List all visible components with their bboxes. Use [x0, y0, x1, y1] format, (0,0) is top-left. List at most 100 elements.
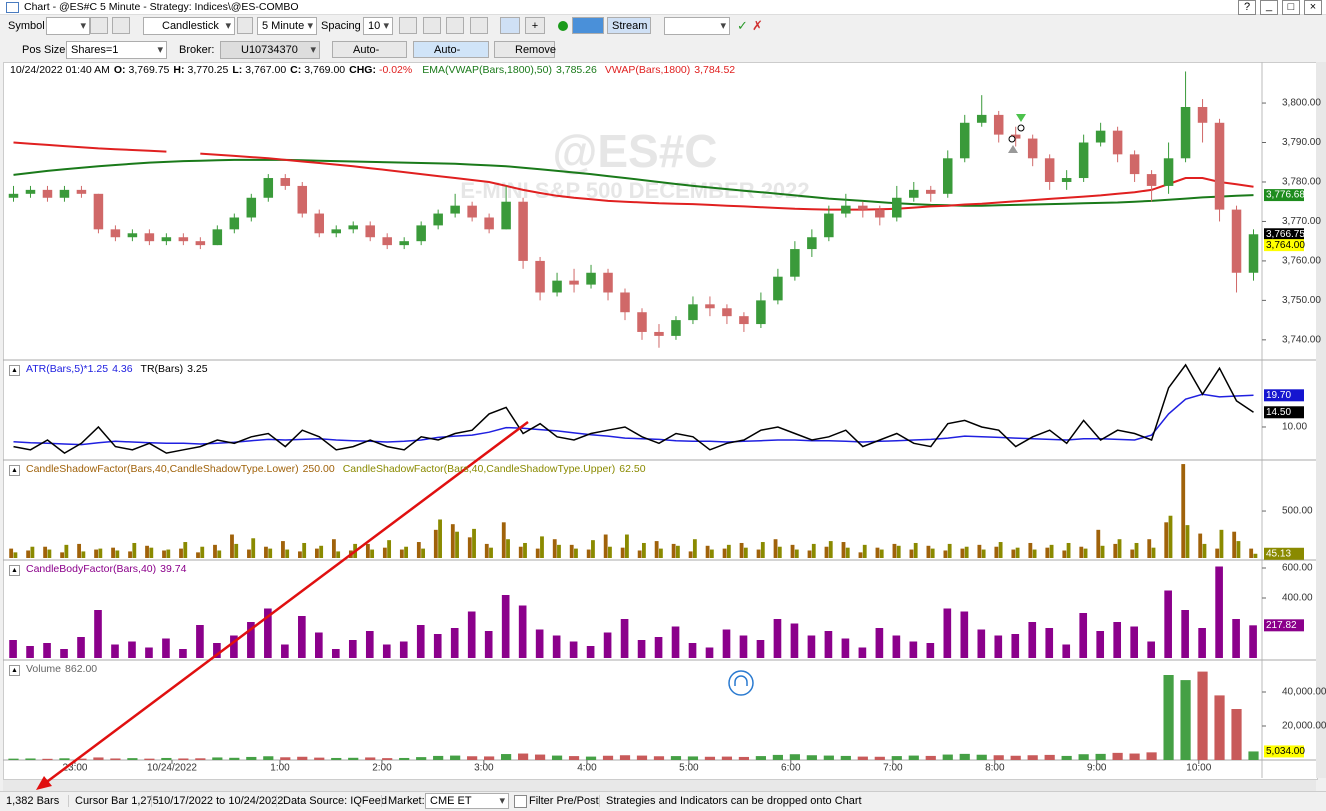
- indicator-bar: [438, 519, 442, 558]
- refresh-button[interactable]: [112, 17, 130, 34]
- broker-dropdown[interactable]: U10734370: [220, 41, 320, 59]
- close-button[interactable]: ×: [1304, 0, 1322, 15]
- collapse-button[interactable]: ▲: [9, 465, 20, 476]
- indicator-bar: [9, 640, 17, 658]
- volume-bar: [1078, 754, 1089, 760]
- minimize-button[interactable]: _: [1260, 0, 1278, 15]
- candle-body: [1146, 174, 1157, 186]
- help-button[interactable]: ?: [1238, 0, 1256, 15]
- legend-value: 62.50: [619, 463, 646, 475]
- indicator-bar: [1130, 549, 1135, 558]
- volume-bar: [772, 754, 783, 760]
- volume-bar: [891, 756, 902, 760]
- candle-body: [620, 292, 630, 313]
- indicator-bar: [1168, 515, 1173, 558]
- volume-bar: [416, 757, 427, 760]
- volume-bar: [42, 758, 53, 760]
- indicator-bar: [981, 549, 986, 558]
- volume-bar: [857, 756, 868, 760]
- indicator-bar: [450, 628, 459, 658]
- indicator-bar: [688, 551, 693, 558]
- indicator-bar: [709, 549, 714, 558]
- volume-bar: [517, 753, 529, 760]
- x-tick-label: 23:00: [62, 763, 87, 774]
- account-dropdown[interactable]: [664, 17, 730, 35]
- indicator-bar: [370, 549, 375, 558]
- indicator-bar: [162, 550, 166, 558]
- pos-size-dropdown[interactable]: Shares=1: [66, 41, 167, 59]
- indicator-bar: [1249, 548, 1254, 558]
- indicator-bar: [1181, 464, 1186, 558]
- header-field: C:: [290, 64, 302, 76]
- reject-button[interactable]: ✗: [752, 18, 763, 33]
- market-dropdown[interactable]: CME ET: [425, 793, 509, 809]
- indicator-bar: [671, 543, 676, 558]
- filter-checkbox[interactable]: [514, 795, 527, 808]
- status-bar: 1,382 Bars Cursor Bar 1,275 10/17/2022 t…: [0, 791, 1326, 811]
- spacing-input[interactable]: 10: [363, 17, 393, 35]
- indicator-bar: [671, 626, 680, 658]
- candle-body: [790, 249, 800, 277]
- indicator-bar: [892, 635, 901, 658]
- settings-button[interactable]: [237, 17, 253, 34]
- indicator-bar: [1236, 541, 1241, 558]
- indicator-bar: [1202, 543, 1207, 558]
- indicator-bar: [336, 551, 341, 558]
- symbol-input[interactable]: [46, 17, 90, 35]
- indicator-bar: [586, 549, 591, 558]
- indicator-bar: [213, 643, 221, 658]
- last-value-box: [1264, 547, 1304, 560]
- indicator-bar: [200, 546, 205, 558]
- candle-body: [841, 205, 851, 214]
- indicator-bar: [1062, 550, 1067, 558]
- add-button[interactable]: +: [525, 17, 545, 34]
- collapse-button[interactable]: ▲: [9, 365, 20, 376]
- indicator-bar: [1198, 628, 1206, 658]
- last-value-label: 5,034.00: [1266, 746, 1305, 757]
- accept-button[interactable]: ✓: [737, 18, 748, 33]
- header-field: 3,769.75: [128, 64, 170, 76]
- data-source: Data Source: IQFeed: [276, 795, 387, 807]
- support-icon[interactable]: [728, 670, 754, 696]
- indicator-bar: [1117, 539, 1122, 558]
- cursor-button[interactable]: [500, 17, 520, 34]
- collapse-button[interactable]: ▲: [9, 565, 20, 576]
- window-button[interactable]: [470, 17, 488, 34]
- volume-bar: [551, 755, 563, 760]
- camera-button[interactable]: [423, 17, 441, 34]
- interval-dropdown[interactable]: 5 Minute: [257, 17, 317, 35]
- collapse-button[interactable]: ▲: [9, 665, 20, 676]
- layout-button[interactable]: [446, 17, 464, 34]
- chart-style-dropdown[interactable]: Candlestick: [143, 17, 235, 35]
- candle-body: [892, 197, 902, 218]
- maximize-button[interactable]: □: [1282, 0, 1300, 15]
- indicator-bar: [115, 550, 120, 558]
- indicator-bar: [552, 539, 557, 558]
- stream-button[interactable]: Stream: [607, 17, 651, 34]
- indicator-bar: [930, 548, 935, 558]
- log-button[interactable]: [399, 17, 417, 34]
- volume-bar: [721, 756, 733, 760]
- feed-button[interactable]: [572, 17, 604, 34]
- indicator-bar: [535, 548, 540, 558]
- link-button[interactable]: [90, 17, 108, 34]
- indicator-bar: [484, 543, 489, 558]
- window-icon: [6, 2, 19, 13]
- indicator-bar: [773, 619, 782, 658]
- vertical-scrollbar[interactable]: [1316, 62, 1326, 778]
- y-tick-label: 10.00: [1282, 422, 1307, 433]
- volume-bar: [755, 756, 766, 760]
- indicator-bar: [760, 542, 765, 558]
- indicator-bar: [1147, 641, 1155, 658]
- indicator-bar: [501, 522, 506, 558]
- legend-name: CandleShadowFactor(Bars,40,CandleShadowT…: [342, 463, 616, 475]
- indicator-bar: [416, 625, 425, 658]
- horizontal-scrollbar[interactable]: [3, 779, 1316, 791]
- volume-bar: [8, 758, 19, 760]
- y-tick-label: 600.00: [1282, 563, 1313, 574]
- indicator-bar: [896, 545, 901, 558]
- candle-body: [773, 276, 783, 301]
- indicator-bar: [387, 540, 392, 558]
- remove-button[interactable]: Remove: [494, 41, 556, 58]
- indicator-bar: [1028, 622, 1037, 658]
